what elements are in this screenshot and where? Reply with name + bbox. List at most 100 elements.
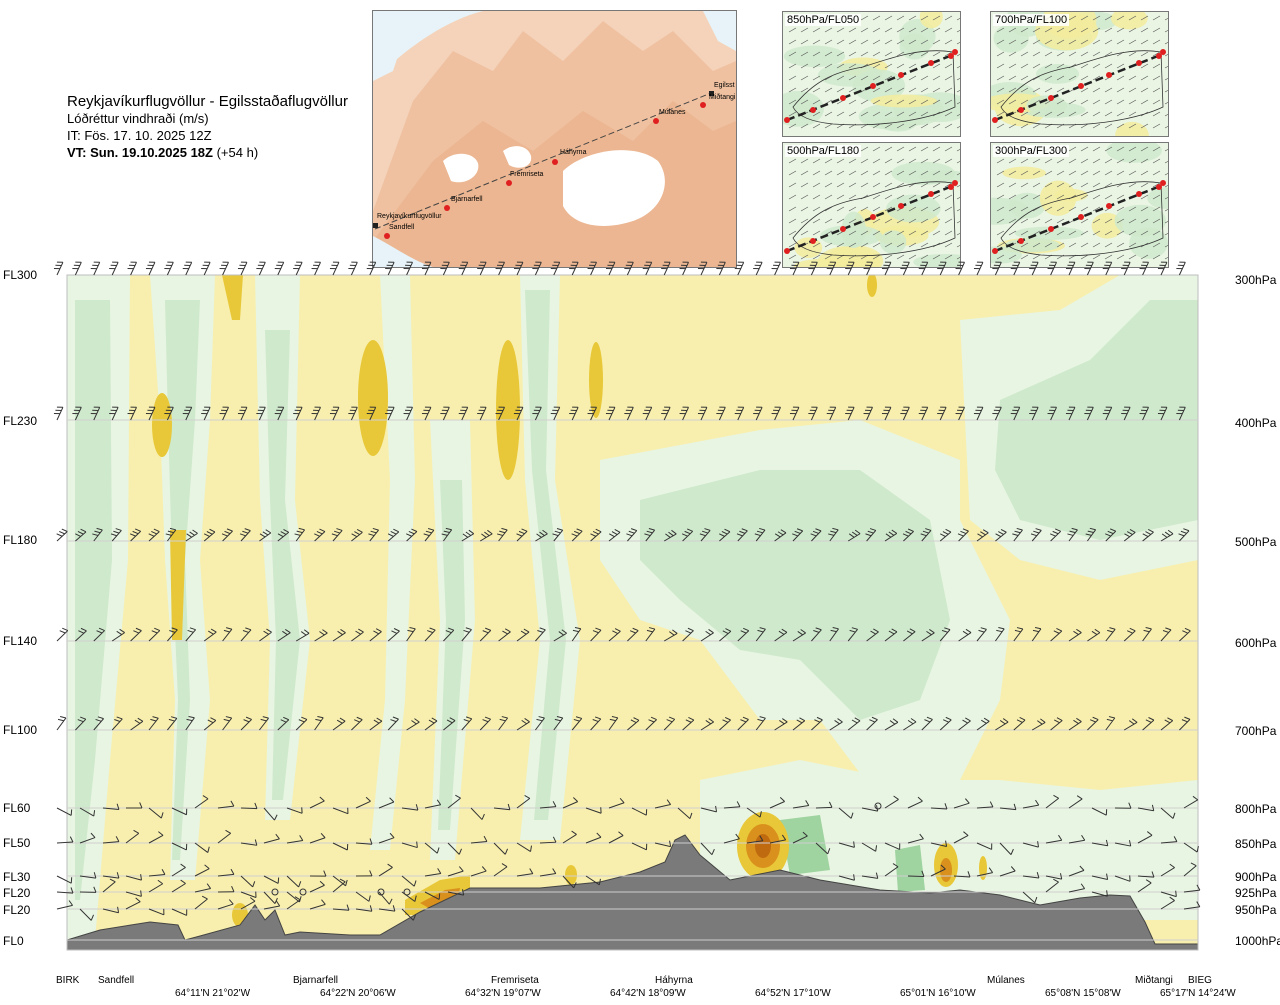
wind-barb	[535, 529, 548, 542]
map-shade	[879, 230, 907, 254]
map-barb	[932, 218, 941, 224]
wind-barb	[423, 528, 435, 542]
wind-barb	[164, 261, 174, 276]
map-barb	[1164, 29, 1168, 33]
map-barb	[1080, 206, 1089, 212]
wind-barb	[286, 896, 301, 910]
map-barb	[996, 242, 1005, 248]
wind-barb	[753, 261, 763, 276]
wind-barb	[1142, 627, 1152, 642]
map-barb	[1056, 158, 1065, 164]
wind-barb	[1010, 261, 1021, 276]
map-barb	[1032, 75, 1041, 81]
map-barb	[1164, 232, 1168, 236]
wind-barb	[1160, 836, 1178, 844]
wind-barb	[645, 627, 656, 642]
hpa-label-500: 500hPa	[1235, 535, 1277, 549]
map-barb	[1116, 39, 1125, 45]
wind-barb	[663, 529, 677, 542]
wind-barb	[295, 629, 310, 642]
station-birk: BIRK	[56, 975, 80, 986]
wind-barb	[332, 807, 349, 815]
wind-barb	[734, 406, 745, 421]
map-barb	[944, 146, 953, 152]
map-barb	[1020, 99, 1029, 105]
wind-barb	[918, 261, 929, 276]
map-barb	[1140, 146, 1149, 152]
wind-barb	[861, 842, 878, 852]
map-barb	[872, 182, 881, 188]
wind-barb	[976, 842, 993, 850]
wind-barb	[716, 261, 726, 276]
wind-barb	[881, 261, 892, 276]
wind-barb	[421, 406, 432, 421]
wind-barb	[1160, 627, 1172, 642]
wind-barb	[562, 875, 577, 889]
wind-barb	[286, 835, 304, 844]
map-barb	[788, 99, 797, 105]
wind-barb	[654, 799, 672, 809]
wind-barb	[828, 527, 839, 542]
wind-barb	[217, 829, 232, 844]
map-barb	[956, 184, 960, 188]
map-barb	[872, 51, 881, 57]
map-barb	[1152, 87, 1161, 93]
map-barb	[800, 63, 809, 69]
map-barb	[824, 206, 833, 212]
map-barb	[1128, 111, 1137, 117]
station-midtangi: Miðtangi	[1135, 975, 1173, 986]
wind-barb	[999, 803, 1017, 811]
wind-barb	[585, 832, 602, 844]
map-barb	[932, 254, 941, 260]
map-barb	[848, 27, 857, 33]
map-barb	[884, 75, 893, 81]
wind-barb	[331, 528, 343, 542]
map-barb	[848, 242, 857, 248]
map-barb	[1164, 113, 1168, 117]
map-barb	[1116, 15, 1125, 21]
map-barb	[800, 170, 809, 176]
map-barb	[1032, 170, 1041, 176]
wind-barb	[736, 528, 748, 542]
wind-barb	[1068, 628, 1082, 642]
map-coastline	[1000, 50, 1164, 126]
map-barb	[884, 51, 893, 57]
map-barb	[1104, 254, 1113, 260]
wind-barb	[79, 807, 96, 817]
map-barb	[1164, 41, 1168, 45]
wind-barb	[907, 796, 923, 809]
map-shade	[991, 197, 1030, 225]
map-barb	[1008, 218, 1017, 224]
map-barb	[884, 182, 893, 188]
wind-barb	[165, 527, 177, 542]
wind-barb	[585, 807, 602, 814]
wind-barb	[470, 866, 487, 877]
map-barb	[1068, 206, 1077, 212]
map-barb	[944, 51, 953, 57]
wind-barb	[1142, 717, 1155, 731]
wind-barb	[75, 716, 87, 731]
map-barb	[1056, 194, 1065, 200]
valid-time: VT: Sun. 19.10.2025 18Z	[67, 145, 213, 160]
map-barb	[1056, 75, 1065, 81]
wind-barb	[125, 874, 142, 881]
wind-barbs	[53, 261, 1201, 921]
wind-barb	[792, 717, 806, 731]
wind-barb	[239, 528, 251, 542]
wind-barb	[406, 718, 420, 731]
wind-barb	[263, 891, 278, 904]
wind-barb	[865, 528, 877, 542]
wind-barb	[1157, 406, 1168, 421]
wind-barb	[311, 406, 321, 421]
wind-barb	[774, 628, 788, 642]
map-barb	[812, 230, 821, 236]
calm-marker	[377, 888, 385, 896]
wind-barb	[274, 406, 285, 421]
map-barb	[1044, 206, 1053, 212]
map-barb	[860, 75, 869, 81]
map-barb	[944, 206, 953, 212]
map-barb	[944, 123, 953, 129]
wind-barb	[1047, 406, 1057, 421]
wind-barb	[976, 717, 990, 731]
map-barb	[1140, 87, 1149, 93]
